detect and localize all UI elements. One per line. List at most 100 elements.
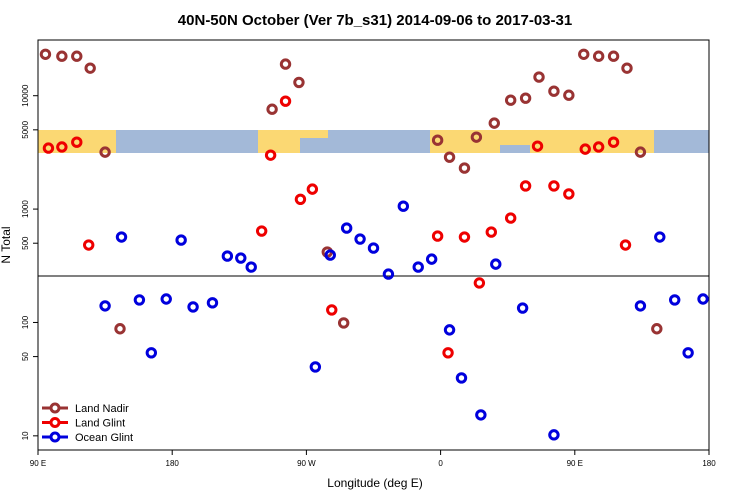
point: [431, 230, 444, 242]
map-strip: [38, 130, 709, 153]
point: [607, 50, 620, 62]
point: [324, 249, 336, 261]
point: [99, 146, 111, 158]
point: [519, 180, 532, 192]
point: [442, 347, 454, 359]
y-tick-label: 100: [21, 315, 30, 329]
point: [533, 71, 545, 83]
point: [504, 212, 517, 224]
point: [255, 225, 268, 237]
point: [473, 277, 486, 289]
point: [340, 222, 353, 234]
point: [326, 304, 338, 316]
point: [634, 146, 647, 158]
legend-marker: [49, 431, 61, 443]
point: [470, 131, 483, 143]
legend-marker: [49, 417, 61, 428]
point: [425, 253, 438, 265]
x-tick-label: 90 E: [30, 459, 46, 468]
point: [71, 136, 83, 148]
y-tick-label: 10000: [21, 84, 30, 107]
x-tick-label: 90 E: [567, 459, 583, 468]
point: [397, 200, 410, 212]
point: [382, 268, 395, 280]
point: [548, 180, 560, 192]
point: [39, 48, 52, 60]
y-tick-label: 50: [21, 352, 30, 361]
point: [221, 250, 234, 262]
point: [306, 183, 319, 195]
legend-label: Land Glint: [75, 418, 125, 430]
plot-frame: [37, 39, 710, 451]
point: [579, 143, 591, 155]
point: [82, 239, 95, 251]
point: [245, 261, 257, 273]
point: [475, 409, 487, 421]
point: [412, 261, 424, 273]
point: [431, 134, 444, 146]
point: [578, 48, 590, 60]
point: [697, 293, 709, 305]
point: [71, 50, 83, 62]
point: [443, 151, 456, 163]
point: [56, 50, 68, 62]
point: [548, 85, 560, 97]
point: [114, 323, 126, 335]
point: [458, 162, 471, 174]
point: [634, 300, 647, 312]
point: [279, 58, 292, 70]
legend-marker: [49, 402, 61, 414]
point: [160, 293, 172, 305]
point: [235, 252, 247, 264]
point: [42, 142, 55, 154]
point: [115, 231, 128, 243]
point: [485, 226, 497, 238]
x-tick-label: 180: [166, 459, 180, 468]
point: [619, 239, 632, 251]
y-axis-label: N Total: [0, 226, 13, 263]
point: [504, 94, 517, 106]
point: [145, 347, 158, 359]
point: [309, 361, 322, 373]
y-tick-label: 10: [21, 431, 30, 440]
x-axis-label: Longitude (deg E): [327, 476, 422, 490]
point: [455, 372, 468, 384]
x-tick-label: 90 W: [297, 459, 316, 468]
point: [563, 188, 575, 200]
point: [516, 302, 529, 314]
point: [443, 324, 456, 336]
point: [458, 231, 471, 243]
point: [133, 294, 146, 306]
legend-label: Ocean Glint: [75, 432, 133, 444]
point: [607, 136, 620, 148]
point: [548, 429, 560, 441]
point: [531, 140, 544, 152]
point: [621, 62, 633, 74]
point: [367, 242, 380, 254]
y-tick-label: 5000: [21, 120, 30, 138]
point: [563, 89, 575, 101]
point: [592, 50, 605, 62]
point: [682, 347, 694, 359]
point: [651, 323, 663, 335]
point: [187, 301, 199, 313]
y-tick-label: 1000: [21, 200, 30, 218]
point: [294, 193, 307, 205]
point: [206, 297, 219, 309]
legend-label: Land Nadir: [75, 403, 129, 415]
point: [337, 317, 350, 329]
point: [490, 258, 502, 270]
point: [592, 141, 605, 153]
point: [56, 141, 68, 153]
point: [488, 117, 500, 129]
point: [669, 294, 681, 306]
point: [99, 300, 111, 312]
point: [519, 92, 532, 104]
chart-title: 40N-50N October (Ver 7b_s31) 2014-09-06 …: [178, 12, 572, 29]
x-tick-label: 180: [702, 459, 716, 468]
x-tick-label: 0: [438, 459, 443, 468]
point: [84, 62, 96, 74]
y-tick-label: 500: [21, 236, 30, 250]
point: [654, 231, 666, 243]
